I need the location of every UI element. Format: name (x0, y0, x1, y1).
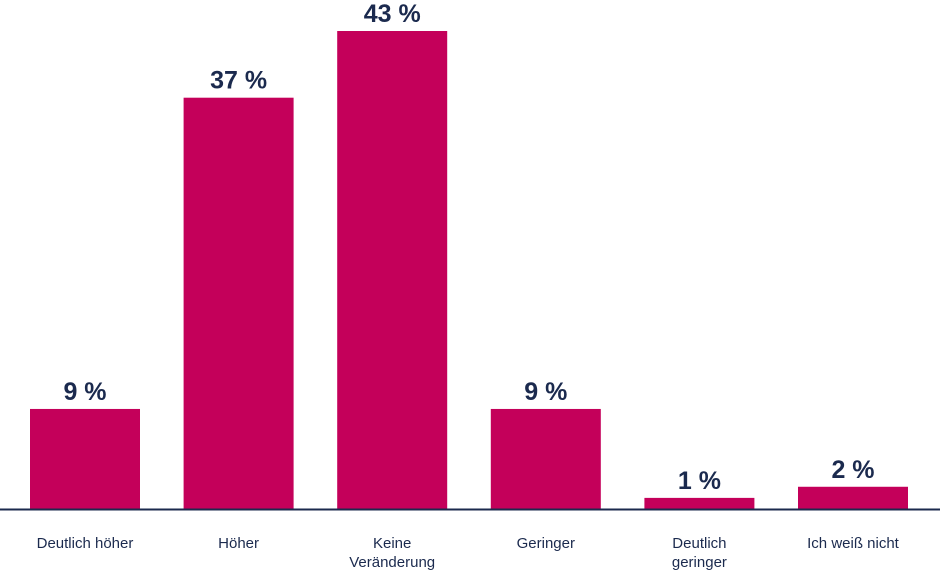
value-label-0: 9 % (63, 378, 106, 406)
bar-0 (30, 408, 140, 509)
bars-group (30, 31, 908, 509)
bar-1 (183, 97, 294, 509)
category-label-3: Geringer (517, 535, 575, 552)
category-label-1: Höher (218, 535, 259, 552)
value-label-3: 9 % (524, 378, 567, 406)
category-label-line: Veränderung (349, 554, 435, 570)
category-label-line: Ich weiß nicht (807, 535, 900, 552)
value-label-5: 2 % (831, 456, 874, 484)
bar-4 (644, 497, 755, 509)
category-label-line: Keine (373, 535, 411, 552)
category-label-line: Deutlich höher (37, 535, 134, 552)
value-label-4: 1 % (678, 467, 721, 495)
category-label-line: Geringer (517, 535, 575, 552)
bar-3 (490, 408, 601, 509)
category-label-line: Höher (218, 535, 259, 552)
bar-5 (798, 486, 908, 509)
value-labels-group: 9 % 37 % 43 % 9 % 1 % 2 % (63, 0, 874, 495)
category-label-line: geringer (672, 554, 727, 570)
category-label-4: Deutlich geringer (672, 535, 727, 570)
value-label-1: 37 % (210, 67, 267, 95)
value-label-2: 43 % (364, 0, 421, 28)
category-label-0: Deutlich höher (37, 535, 134, 552)
category-label-line: Deutlich (672, 535, 726, 552)
bar-2 (337, 31, 448, 509)
category-label-2: Keine Veränderung (349, 535, 435, 570)
category-label-5: Ich weiß nicht (807, 535, 900, 552)
category-labels-group: Deutlich höher Höher Keine Veränderung Gerin… (37, 535, 900, 570)
